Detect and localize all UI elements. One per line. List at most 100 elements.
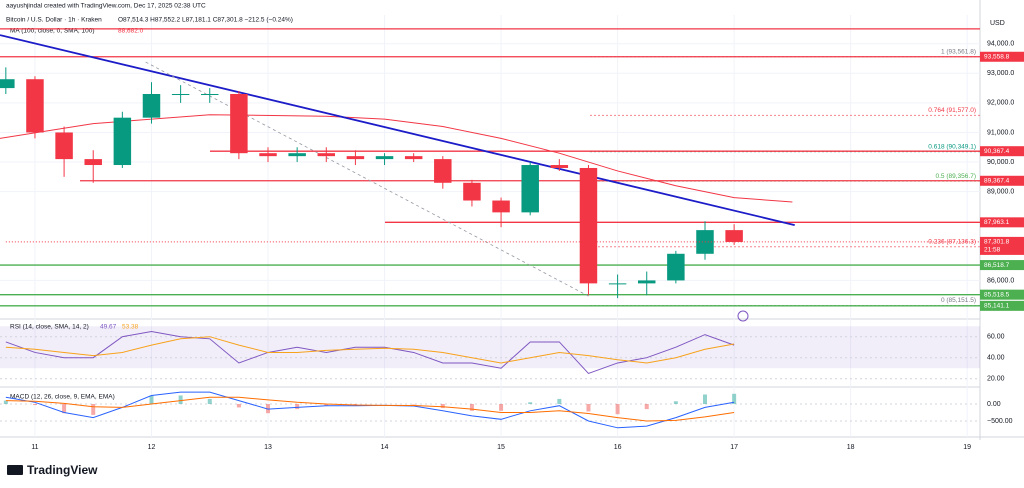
indicator-value: 53.38 bbox=[122, 324, 139, 331]
candle-body bbox=[26, 79, 44, 133]
x-tick-label: 15 bbox=[497, 444, 505, 451]
price-badge bbox=[980, 175, 1024, 186]
candle-body bbox=[404, 156, 423, 160]
x-tick-label: 13 bbox=[264, 444, 272, 451]
price-badge bbox=[980, 146, 1024, 157]
histogram-bar bbox=[207, 398, 212, 405]
last-price-label: 87,301.8 bbox=[984, 239, 1010, 246]
price-badge bbox=[980, 289, 1024, 300]
fib-label: 1 (93,561.8) bbox=[941, 48, 976, 55]
histogram-bar bbox=[91, 404, 96, 415]
candle-body bbox=[84, 159, 102, 166]
histogram-bar bbox=[236, 404, 241, 408]
indicator-line bbox=[5, 330, 735, 375]
ohlc-legend: O87,514.3 H87,552.2 L87,181.1 C87,301.8 … bbox=[118, 17, 293, 24]
price-badge bbox=[980, 300, 1024, 311]
y-tick-label: 93,000.0 bbox=[987, 70, 1014, 77]
candle-body bbox=[521, 165, 539, 213]
credit: aayushjindal created with TradingView.co… bbox=[6, 3, 206, 10]
histogram-bar bbox=[178, 395, 183, 405]
y-tick-label: 60.00 bbox=[987, 334, 1005, 341]
candle-body bbox=[463, 182, 481, 201]
candle-body bbox=[317, 153, 336, 157]
candle-body bbox=[230, 94, 248, 154]
candle-body bbox=[55, 132, 73, 160]
ma-line bbox=[0, 114, 793, 203]
currency-label: USD bbox=[990, 20, 1005, 27]
y-tick-label: 40.00 bbox=[987, 355, 1005, 362]
histogram-bar bbox=[557, 398, 562, 405]
ma-legend-value: 88,682.0 bbox=[118, 28, 144, 35]
fib-label: 0.236 (87,136.3) bbox=[928, 239, 976, 246]
indicator-title: MACD (12, 26, close, 9, EMA, EMA) bbox=[10, 394, 115, 401]
indicator-line bbox=[5, 396, 735, 422]
bar-timer: 21:58 bbox=[984, 247, 1001, 254]
fib-label: 0.618 (90,349.1) bbox=[928, 143, 976, 150]
price-badge bbox=[980, 51, 1024, 62]
price-badge-label: 86,518.7 bbox=[984, 262, 1010, 269]
histogram-bar bbox=[324, 404, 329, 406]
histogram-bar bbox=[353, 404, 358, 405]
histogram-bar bbox=[411, 404, 416, 405]
trendline bbox=[0, 34, 795, 226]
x-tick-label: 19 bbox=[963, 444, 971, 451]
price-badge-label: 85,141.1 bbox=[984, 303, 1010, 310]
candle-body bbox=[0, 79, 15, 89]
x-tick-label: 18 bbox=[847, 444, 855, 451]
price-badge-label: 85,518.5 bbox=[984, 291, 1010, 298]
x-tick-label: 11 bbox=[31, 444, 38, 451]
y-tick-label: 86,000.0 bbox=[987, 277, 1014, 284]
x-tick-label: 12 bbox=[148, 444, 156, 451]
candle-body bbox=[608, 283, 627, 285]
x-tick-label: 16 bbox=[614, 444, 622, 451]
candle-body bbox=[171, 94, 190, 96]
candle-body bbox=[492, 200, 510, 213]
event-icon[interactable] bbox=[737, 310, 749, 322]
y-tick-label: 94,000.0 bbox=[987, 41, 1014, 48]
price-badge bbox=[980, 236, 1024, 255]
price-badge-label: 87,963.1 bbox=[984, 219, 1010, 226]
histogram-bar bbox=[3, 400, 8, 405]
histogram-bar bbox=[62, 404, 67, 414]
candle-body bbox=[142, 94, 161, 118]
x-tick-label: 14 bbox=[381, 444, 389, 451]
y-tick-label: −500.00 bbox=[987, 418, 1013, 425]
y-tick-label: 0.00 bbox=[987, 401, 1001, 408]
y-tick-label: 89,000.0 bbox=[987, 188, 1014, 195]
candle-body bbox=[637, 280, 656, 284]
candle-body bbox=[288, 153, 306, 157]
price-badge-label: 89,367.4 bbox=[984, 177, 1010, 184]
candle-body bbox=[667, 253, 685, 281]
y-tick-label: 92,000.0 bbox=[987, 100, 1014, 107]
price-badge-label: 90,367.4 bbox=[984, 148, 1010, 155]
histogram-bar bbox=[644, 404, 649, 410]
y-tick-label: 90,000.0 bbox=[987, 159, 1014, 166]
candle-body bbox=[346, 156, 365, 160]
histogram-bar bbox=[528, 402, 533, 405]
candle-body bbox=[579, 167, 598, 284]
ma-legend: MA (100, close, 0, SMA, 100) bbox=[10, 28, 95, 35]
y-tick-label: 91,000.0 bbox=[987, 129, 1014, 136]
fib-label: 0 (85,151.5) bbox=[941, 297, 976, 304]
indicator-value: 49.67 bbox=[100, 324, 117, 331]
candle-body bbox=[550, 165, 569, 168]
y-tick-label: 20.00 bbox=[987, 376, 1005, 383]
logo-text: TradingView bbox=[27, 463, 98, 477]
histogram-bar bbox=[702, 394, 707, 405]
x-tick-label: 17 bbox=[730, 444, 738, 451]
indicator-line bbox=[5, 336, 735, 364]
histogram-bar bbox=[149, 395, 154, 405]
indicator-title: RSI (14, close, SMA, 14, 2) bbox=[10, 324, 89, 331]
histogram-bar bbox=[295, 404, 300, 410]
candle-body bbox=[434, 159, 452, 183]
logo-mark bbox=[7, 465, 23, 475]
price-badge bbox=[980, 217, 1024, 228]
symbol-title: Bitcoin / U.S. Dollar · 1h · Kraken bbox=[6, 17, 102, 24]
candle-body bbox=[725, 230, 743, 242]
candle-body bbox=[201, 94, 219, 96]
candle-body bbox=[113, 117, 132, 166]
candle-body bbox=[375, 156, 394, 160]
